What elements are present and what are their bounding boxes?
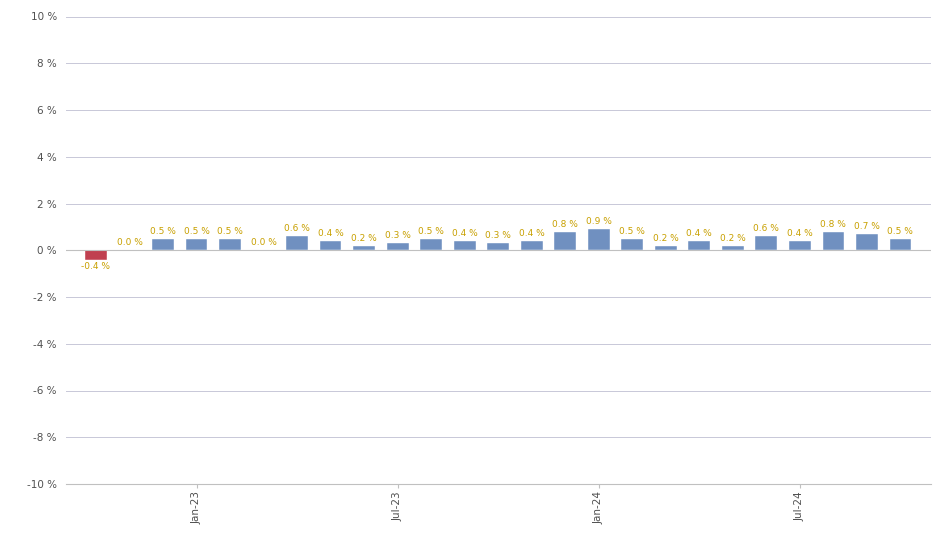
Bar: [353, 245, 375, 250]
Text: 0.6 %: 0.6 %: [284, 224, 310, 233]
Bar: [555, 232, 576, 250]
Text: 0.4 %: 0.4 %: [519, 229, 544, 238]
Bar: [621, 239, 643, 250]
Text: 0.7 %: 0.7 %: [854, 222, 880, 231]
Text: 0.8 %: 0.8 %: [553, 220, 578, 229]
Bar: [521, 241, 542, 250]
Bar: [386, 243, 409, 250]
Text: 0.4 %: 0.4 %: [787, 229, 813, 238]
Text: 0.5 %: 0.5 %: [217, 227, 243, 236]
Text: 0.5 %: 0.5 %: [150, 227, 176, 236]
Text: 0.2 %: 0.2 %: [653, 234, 679, 243]
Bar: [86, 250, 107, 260]
Bar: [286, 236, 308, 250]
Bar: [420, 239, 442, 250]
Text: 0.2 %: 0.2 %: [352, 234, 377, 243]
Text: 0.3 %: 0.3 %: [384, 232, 411, 240]
Bar: [454, 241, 476, 250]
Bar: [655, 245, 677, 250]
Text: 0.5 %: 0.5 %: [418, 227, 444, 236]
Bar: [856, 234, 878, 250]
Bar: [588, 229, 610, 250]
Bar: [152, 239, 174, 250]
Bar: [822, 232, 844, 250]
Text: 0.4 %: 0.4 %: [686, 229, 713, 238]
Text: 0.5 %: 0.5 %: [887, 227, 914, 236]
Bar: [722, 245, 744, 250]
Text: 0.6 %: 0.6 %: [754, 224, 779, 233]
Bar: [789, 241, 811, 250]
Bar: [889, 239, 911, 250]
Bar: [219, 239, 241, 250]
Text: 0.0 %: 0.0 %: [117, 239, 143, 248]
Bar: [320, 241, 341, 250]
Bar: [756, 236, 777, 250]
Text: 0.8 %: 0.8 %: [821, 220, 846, 229]
Bar: [487, 243, 509, 250]
Text: 0.0 %: 0.0 %: [251, 239, 276, 248]
Text: 0.4 %: 0.4 %: [452, 229, 478, 238]
Bar: [688, 241, 711, 250]
Text: 0.5 %: 0.5 %: [183, 227, 210, 236]
Text: -0.4 %: -0.4 %: [82, 262, 111, 271]
Text: 0.4 %: 0.4 %: [318, 229, 343, 238]
Text: 0.5 %: 0.5 %: [619, 227, 645, 236]
Text: 0.9 %: 0.9 %: [586, 217, 612, 227]
Bar: [185, 239, 208, 250]
Text: 0.3 %: 0.3 %: [485, 232, 511, 240]
Text: 0.2 %: 0.2 %: [720, 234, 745, 243]
